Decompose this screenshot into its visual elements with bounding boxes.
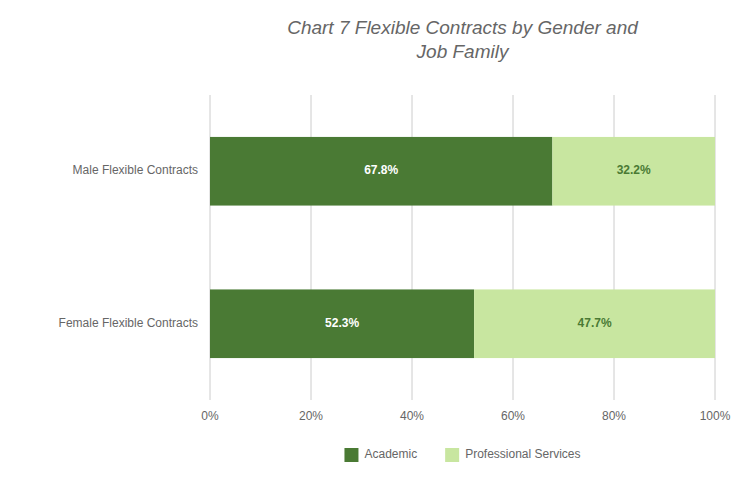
legend-swatch: [445, 448, 459, 462]
data-labels: 67.8% 32.2% 52.3% 47.7%: [325, 163, 651, 330]
data-label: 47.7%: [578, 316, 612, 330]
chart: Chart 7 Flexible Contracts by Gender and…: [0, 0, 750, 500]
x-tick-label: 0%: [201, 409, 219, 423]
category-label: Female Flexible Contracts: [59, 316, 198, 330]
bar: [552, 137, 715, 206]
x-tick-label: 100%: [700, 409, 731, 423]
grid: [210, 95, 715, 400]
bar: [474, 289, 715, 358]
legend: Academic Professional Services: [344, 447, 580, 462]
data-label: 32.2%: [617, 163, 651, 177]
bars: [210, 137, 715, 358]
title-line: Chart 7 Flexible Contracts by Gender and: [287, 17, 639, 38]
title-line: Job Family: [416, 41, 510, 62]
category-label: Male Flexible Contracts: [73, 163, 198, 177]
background: [0, 0, 750, 500]
x-tick-label: 80%: [602, 409, 626, 423]
title: Chart 7 Flexible Contracts by Gender and…: [287, 17, 639, 62]
legend-label: Professional Services: [465, 447, 580, 461]
data-label: 52.3%: [325, 316, 359, 330]
legend-swatch: [344, 448, 358, 462]
legend-item: Academic: [344, 447, 417, 462]
legend-item: Professional Services: [445, 447, 580, 462]
bar: [210, 137, 552, 206]
x-tick-label: 20%: [299, 409, 323, 423]
data-label: 67.8%: [364, 163, 398, 177]
x-tick-label: 60%: [501, 409, 525, 423]
bar: [210, 289, 474, 358]
legend-label: Academic: [364, 447, 417, 461]
x-tick-label: 40%: [400, 409, 424, 423]
